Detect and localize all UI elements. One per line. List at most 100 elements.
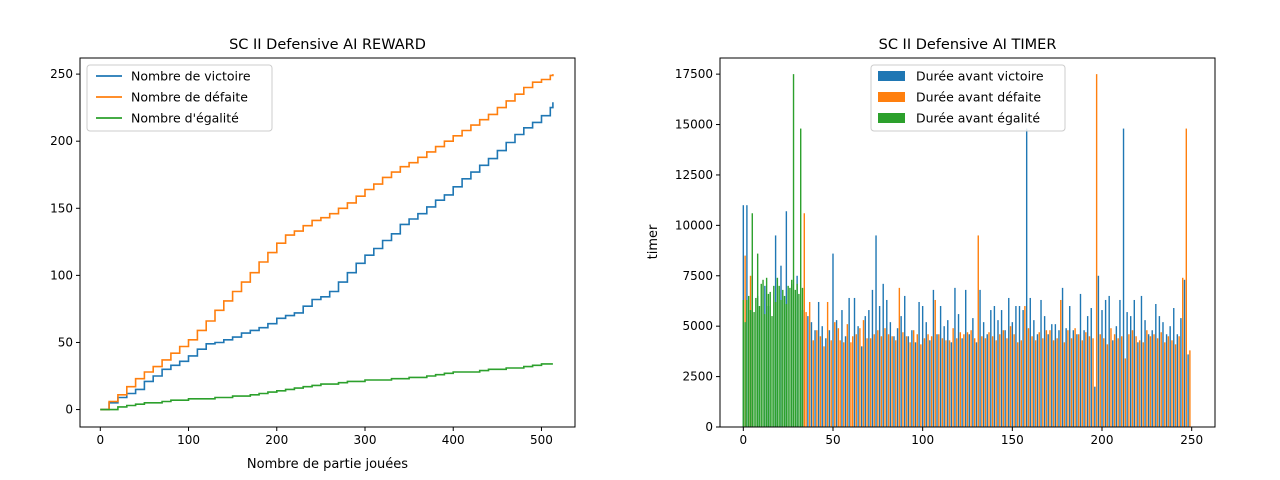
timer-bar-1 [959, 332, 962, 427]
timer-bar-2 [782, 289, 784, 427]
timer-bar-0 [936, 334, 938, 427]
timer-bar-1 [927, 334, 929, 427]
reward-y-tick-label: 0 [65, 403, 73, 417]
timer-bar-1 [941, 338, 944, 427]
timer-plot-area [742, 74, 1191, 427]
timer-bar-2 [773, 285, 775, 427]
timer-bar-1 [1070, 338, 1073, 427]
timer-bar-1 [1121, 336, 1123, 427]
timer-bar-1 [1017, 342, 1019, 427]
timer-bar-1 [1060, 299, 1062, 427]
timer-bar-1 [1013, 334, 1015, 427]
timer-bar-0 [925, 322, 927, 427]
timer-legend-swatch-2 [878, 113, 905, 123]
timer-bar-1 [1002, 330, 1005, 427]
reward-legend-label-2: Nombre d'égalité [131, 111, 239, 126]
timer-bar-2 [746, 299, 748, 427]
timer-bar-1 [945, 340, 947, 427]
timer-bar-1 [1103, 338, 1105, 427]
timer-bar-0 [1051, 324, 1053, 427]
timer-bar-0 [986, 334, 988, 427]
timer-bar-1 [1167, 336, 1170, 427]
timer-bar-0 [1119, 299, 1121, 427]
reward-y-tick-label: 50 [58, 335, 73, 349]
timer-bar-0 [1047, 334, 1049, 427]
reward-x-tick-label: 100 [177, 433, 200, 447]
timer-bar-0 [1176, 334, 1179, 427]
timer-bar-0 [893, 336, 895, 427]
reward-x-tick-label: 300 [354, 433, 377, 447]
timer-bar-0 [1086, 316, 1089, 427]
timer-bar-0 [939, 306, 942, 427]
timer-bar-0 [1173, 308, 1175, 427]
reward-line-chart: SC II Defensive AI REWARD 0 100 200 300 400 5… [50, 37, 576, 472]
timer-bar-1 [1092, 338, 1094, 427]
timer-bar-1 [1074, 328, 1076, 427]
timer-y-tick-label: 2500 [682, 370, 713, 384]
timer-bar-0 [982, 322, 985, 427]
reward-y-tick-label: 200 [50, 134, 73, 148]
timer-bar-1 [823, 346, 825, 427]
timer-legend: Durée avant victoire Durée avant défaite D… [870, 64, 1066, 132]
timer-bar-0 [1097, 275, 1100, 427]
timer-bar-0 [918, 301, 920, 427]
timer-bar-1 [1078, 334, 1080, 427]
timer-bar-1 [1171, 340, 1173, 427]
timer-y-tick-label: 17500 [675, 67, 713, 81]
timer-bar-2 [762, 279, 764, 427]
timer-bar-0 [1022, 310, 1024, 427]
timer-bar-1 [880, 336, 883, 427]
timer-bar-1 [1135, 336, 1137, 427]
timer-x-tick-label: 200 [1091, 433, 1114, 447]
timer-bar-1 [1142, 342, 1144, 427]
timer-bar-2 [753, 312, 755, 427]
reward-series-line-0 [100, 102, 554, 411]
timer-bar-1 [1131, 330, 1134, 427]
timer-bar-1 [1049, 330, 1051, 427]
timer-bar-2 [765, 277, 768, 427]
timer-bar-2 [792, 74, 795, 427]
timer-bar-0 [848, 297, 850, 427]
timer-bar-0 [947, 320, 949, 427]
timer-bar-0 [961, 338, 963, 427]
timer-bar-1 [963, 334, 965, 427]
timer-bar-0 [1011, 322, 1014, 427]
timer-bar-0 [896, 328, 899, 427]
timer-bar-0 [864, 316, 866, 427]
timer-bar-0 [844, 336, 847, 427]
timer-bar-1 [1024, 306, 1026, 427]
timer-y-tick-label: 15000 [675, 118, 713, 132]
timer-bar-1 [1124, 358, 1127, 427]
timer-bar-1 [1153, 334, 1155, 427]
timer-bar-1 [839, 340, 841, 427]
timer-bar-1 [808, 301, 811, 427]
timer-bar-1 [891, 336, 893, 427]
timer-bar-2 [778, 285, 780, 427]
timer-bar-0 [929, 340, 931, 427]
timer-bar-0 [875, 235, 877, 427]
timer-bar-1 [1113, 334, 1116, 427]
reward-plot-frame [79, 57, 576, 428]
timer-bar-2 [751, 213, 753, 427]
timer-x-tick-label: 150 [1001, 433, 1024, 447]
timer-bar-1 [1052, 340, 1055, 427]
timer-bar-2 [769, 291, 771, 427]
timer-bar-1 [816, 330, 818, 427]
timer-bar-1 [837, 328, 840, 427]
timer-bar-0 [954, 287, 956, 427]
timer-bar-0 [997, 320, 999, 427]
reward-series-line-2 [100, 363, 553, 411]
timer-bar-1 [984, 338, 987, 427]
timer-bar-0 [1115, 326, 1118, 427]
timer-bar-0 [857, 326, 859, 427]
timer-x-tick-label: 100 [911, 433, 934, 447]
reward-legend-box [86, 64, 273, 132]
timer-bar-1 [826, 301, 829, 427]
timer-bar-2 [783, 295, 786, 427]
timer-bar-chart: SC II Defensive AI TIMER 0 50 100 150 200 250… [646, 37, 1216, 447]
timer-y-axis-label: timer [646, 224, 661, 259]
timer-bar-0 [1040, 299, 1042, 427]
timer-bar-1 [1182, 277, 1184, 427]
timer-bar-1 [895, 340, 897, 427]
